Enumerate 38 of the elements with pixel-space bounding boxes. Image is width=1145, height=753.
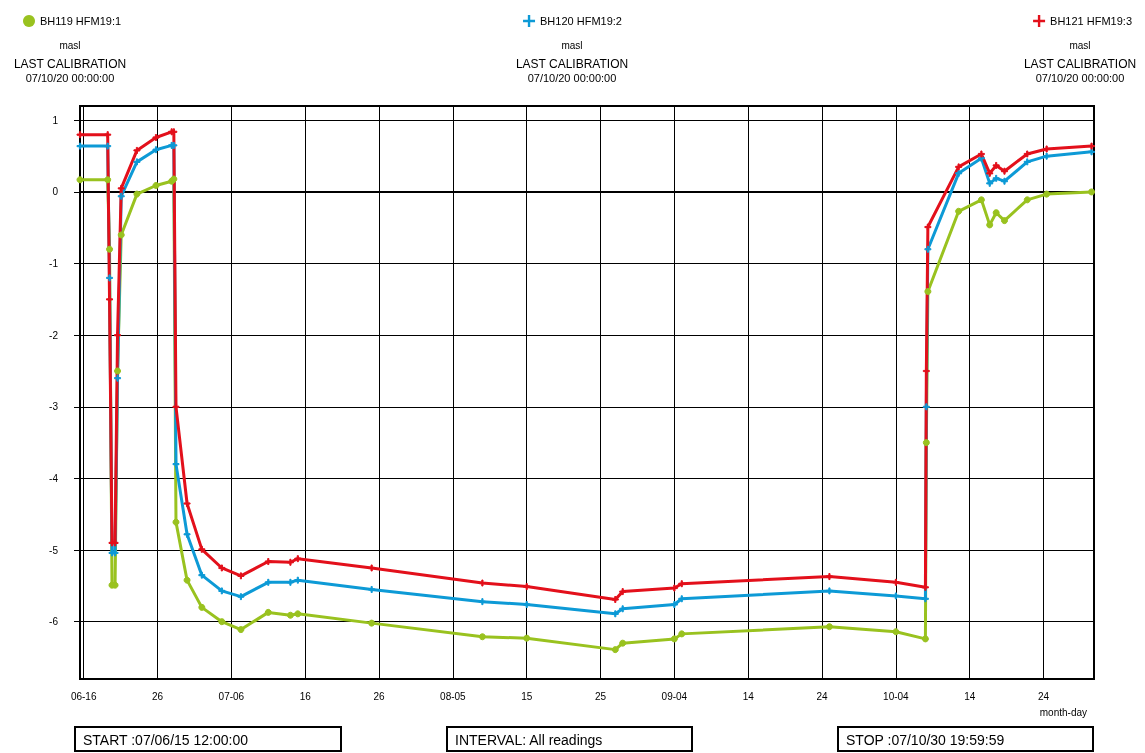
text: STOP :07/10/30 19:59:59 [846,732,1005,748]
x-tick-label: 25 [594,690,607,702]
text: LAST CALIBRATION [515,57,629,71]
text: masl [561,39,583,51]
x-tick-label: 14 [742,690,755,702]
x-tick-label: 10-04 [883,690,910,702]
text: 07/10/20 00:00:00 [1035,71,1125,84]
text: masl [1069,39,1091,51]
legend-label: BH121 HFM19:3 [1050,15,1133,27]
x-tick-label: 09-04 [661,690,688,702]
x-tick-label: 24 [816,690,829,702]
y-tick-label: 1 [52,114,59,126]
text: masl [59,39,81,51]
y-tick-label: -6 [49,616,59,628]
legend-label: BH119 HFM19:1 [40,15,122,27]
y-tick-label: -4 [49,472,59,484]
text: 07/10/20 00:00:00 [25,71,115,84]
text: INTERVAL: All readings [455,732,603,748]
y-tick-label: -3 [49,401,59,413]
x-tick-label: 06-16 [70,690,97,702]
y-tick-label: -5 [49,544,59,556]
x-tick-label: 26 [151,690,164,702]
text: 07/10/20 00:00:00 [527,71,617,84]
x-tick-label: 26 [373,690,386,702]
x-tick-label: 14 [964,690,976,702]
x-tick-label: 16 [299,690,312,702]
x-tick-label: 15 [521,690,533,702]
y-tick-label: 0 [52,186,59,198]
text: LAST CALIBRATION [13,57,127,71]
text: LAST CALIBRATION [1023,57,1137,71]
text: START :07/06/15 12:00:00 [83,732,249,748]
y-tick-label: -1 [49,258,59,270]
y-tick-label: -2 [49,329,59,341]
x-tick-label: 07-06 [218,690,245,702]
x-tick-label: 08-05 [440,690,467,702]
legend-label: BH120 HFM19:2 [540,15,622,27]
x-axis-title: month-day [1039,706,1087,718]
x-tick-label: 24 [1037,690,1050,702]
